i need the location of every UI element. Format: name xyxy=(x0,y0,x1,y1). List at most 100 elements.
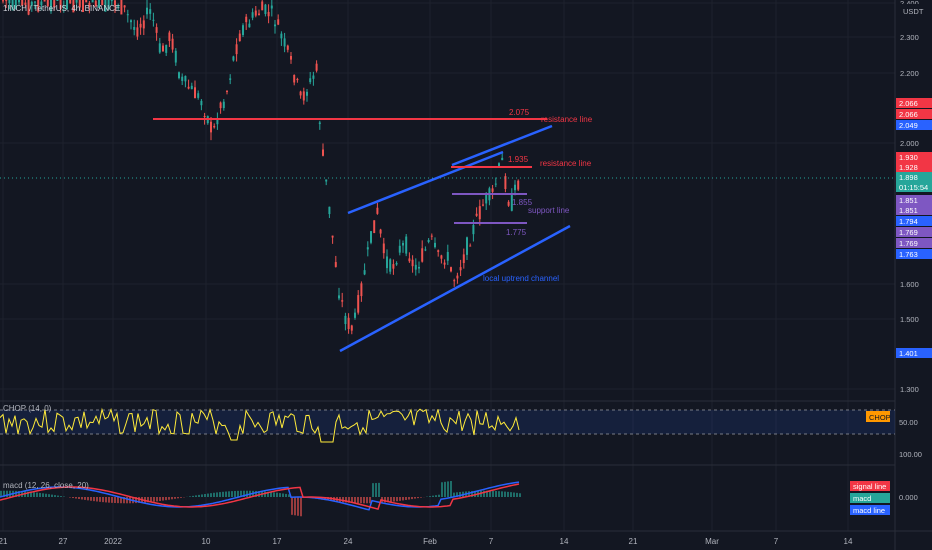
candle-body xyxy=(107,0,110,10)
candle-body xyxy=(363,270,366,275)
candle-body xyxy=(459,267,462,271)
histogram-bar xyxy=(207,493,209,497)
histogram-bar xyxy=(324,497,326,501)
candle-body xyxy=(226,91,228,93)
price-tick: 2.300 xyxy=(900,33,919,42)
candle-body xyxy=(62,6,65,8)
histogram-bar xyxy=(378,482,380,497)
candle-body xyxy=(139,23,142,28)
histogram-bar xyxy=(501,491,503,497)
candle-body xyxy=(280,33,283,39)
candle-body xyxy=(158,43,161,53)
histogram-bar xyxy=(342,497,344,503)
histogram-bar xyxy=(72,497,74,499)
candle-body xyxy=(117,5,120,8)
histogram-bar xyxy=(96,497,98,502)
histogram-bar xyxy=(291,497,293,515)
support-low-price-label: 1.775 xyxy=(506,228,527,237)
channel-upper-extension[interactable] xyxy=(451,124,553,167)
histogram-bar xyxy=(438,494,440,497)
time-label: 21 xyxy=(629,537,638,546)
candle-body xyxy=(437,250,440,252)
histogram-bar xyxy=(36,492,38,497)
candle-body xyxy=(155,27,158,33)
candle-body xyxy=(235,44,238,55)
resistance-price-label: 2.075 xyxy=(509,108,530,117)
candle-body xyxy=(334,262,337,267)
candle-body xyxy=(456,275,459,279)
chop-title[interactable]: CHOP (14, 0) xyxy=(3,404,52,413)
candle-body xyxy=(229,78,232,80)
candle-body xyxy=(14,0,17,10)
candle-body xyxy=(366,247,369,250)
candle-body xyxy=(354,312,356,318)
histogram-bar xyxy=(216,492,218,497)
candle-body xyxy=(222,101,225,109)
histogram-bar xyxy=(366,497,368,504)
candle-body xyxy=(187,86,190,89)
candle-body xyxy=(24,2,27,5)
histogram-bar xyxy=(435,495,437,497)
histogram-bar xyxy=(60,496,62,497)
price-badge-bg xyxy=(896,109,932,119)
histogram-bar xyxy=(81,497,83,500)
price-badge: 1.851 xyxy=(899,196,918,205)
histogram-bar xyxy=(483,490,485,497)
candle-body xyxy=(386,256,388,269)
price-badge-bg xyxy=(896,205,932,215)
histogram-bar xyxy=(57,495,59,497)
candle-body xyxy=(190,85,193,90)
candle-body xyxy=(126,14,129,16)
candle-body xyxy=(475,213,478,216)
histogram-bar xyxy=(123,497,125,504)
candle-body xyxy=(405,236,408,254)
price-badge-bg xyxy=(896,195,932,205)
candle-body xyxy=(50,0,52,12)
histogram-bar xyxy=(18,491,20,497)
candle-body xyxy=(315,63,318,71)
candle-body xyxy=(517,180,520,190)
time-label: 14 xyxy=(844,537,853,546)
time-label: Feb xyxy=(423,537,437,546)
symbol-title[interactable]: 1INCH / TetherUS, 4h, BINANCE xyxy=(3,4,120,13)
candle-body xyxy=(168,32,171,42)
candle-body xyxy=(251,12,254,18)
histogram-bar xyxy=(300,497,302,517)
candle-body xyxy=(283,38,286,47)
macd-title[interactable]: macd (12, 26, close, 20) xyxy=(3,481,89,490)
candle-body xyxy=(104,0,107,12)
candle-body xyxy=(290,56,292,60)
histogram-bar xyxy=(396,497,398,502)
candle-body xyxy=(382,243,385,254)
candle-body xyxy=(2,0,4,2)
candlestick-series xyxy=(2,0,520,335)
candle-body xyxy=(491,188,494,192)
currency-box[interactable] xyxy=(900,4,924,16)
candle-body xyxy=(331,235,334,238)
candle-body xyxy=(507,201,510,206)
histogram-bar xyxy=(171,497,173,500)
histogram-bar xyxy=(108,497,110,503)
price-badge-bg xyxy=(896,216,932,226)
candle-body xyxy=(78,0,81,8)
candle-body xyxy=(446,251,449,261)
candle-body xyxy=(258,13,260,15)
histogram-bar xyxy=(264,491,266,497)
price-badge: 1.763 xyxy=(899,250,918,259)
macd-legend: signal line macd macd line xyxy=(850,481,890,515)
candle-body xyxy=(69,0,72,4)
price-badge: 2.066 xyxy=(899,110,918,119)
chop-line xyxy=(0,407,520,443)
histogram-bar xyxy=(135,497,137,504)
price-badge: 1.851 xyxy=(899,206,918,215)
resistance-minor-line-label: resistance line xyxy=(540,159,592,168)
time-axis[interactable]: 21 27 2022 10 17 24 Feb 7 14 21 Mar 7 14 xyxy=(0,537,853,546)
drawings[interactable]: 2.075 resistance line local uptrend chan… xyxy=(153,108,593,353)
candle-body xyxy=(482,204,484,206)
channel-upper-line[interactable] xyxy=(347,150,504,215)
price-badge-bg xyxy=(896,238,932,248)
candle-body xyxy=(152,19,155,21)
histogram-bar xyxy=(411,497,413,500)
channel-lower-line[interactable] xyxy=(339,224,571,353)
